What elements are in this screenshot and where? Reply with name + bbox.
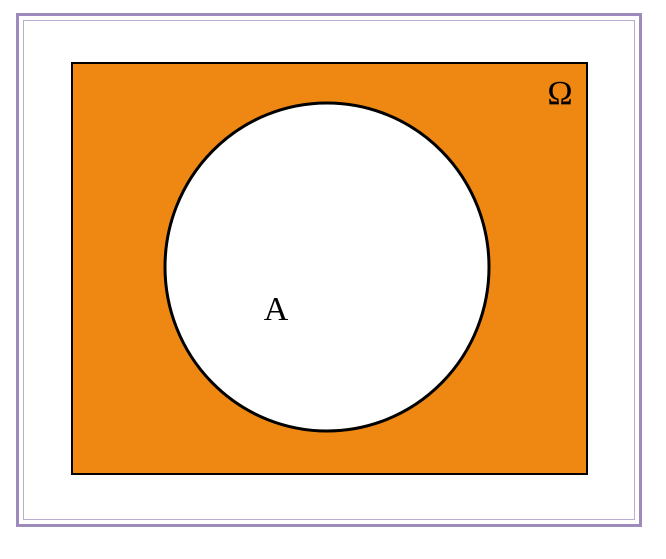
set-a-circle [163,101,491,433]
outer-frame-inner-line [23,20,635,520]
set-a-label: A [264,291,289,328]
universe-label: Ω [547,75,572,112]
